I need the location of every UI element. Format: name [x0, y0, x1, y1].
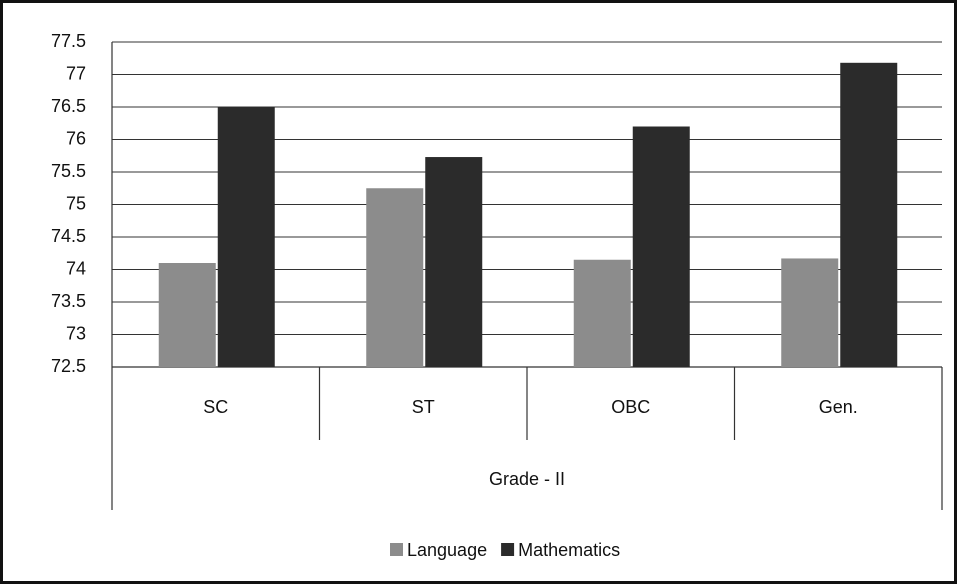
legend-swatch: [501, 543, 515, 556]
y-tick-label: 73: [66, 323, 86, 343]
y-tick-label: 74.5: [51, 226, 86, 246]
y-tick-label: 77.5: [51, 31, 86, 51]
bar: [425, 157, 483, 367]
y-tick-label: 74: [66, 258, 86, 278]
y-tick-label: 76: [66, 128, 86, 148]
bar: [840, 62, 898, 368]
y-tick-label: 72.5: [51, 356, 86, 376]
y-tick-label: 73.5: [51, 291, 86, 311]
bar: [217, 107, 275, 367]
x-tick-label: SC: [203, 397, 228, 417]
bar: [573, 259, 631, 367]
bar: [366, 188, 424, 367]
y-tick-label: 75: [66, 193, 86, 213]
x-tick-label: Gen.: [819, 397, 858, 417]
x-tick-label: ST: [412, 397, 435, 417]
bar: [632, 126, 690, 367]
y-tick-label: 76.5: [51, 96, 86, 116]
legend-swatch: [390, 543, 403, 556]
y-tick-label: 77: [66, 63, 86, 83]
bar: [781, 258, 839, 367]
bar: [158, 263, 216, 367]
legend-label: Mathematics: [518, 540, 620, 560]
x-tick-label: OBC: [611, 397, 650, 417]
legend-label: Language: [407, 540, 487, 560]
y-tick-label: 75.5: [51, 161, 86, 181]
group-label: Grade - II: [489, 469, 565, 489]
